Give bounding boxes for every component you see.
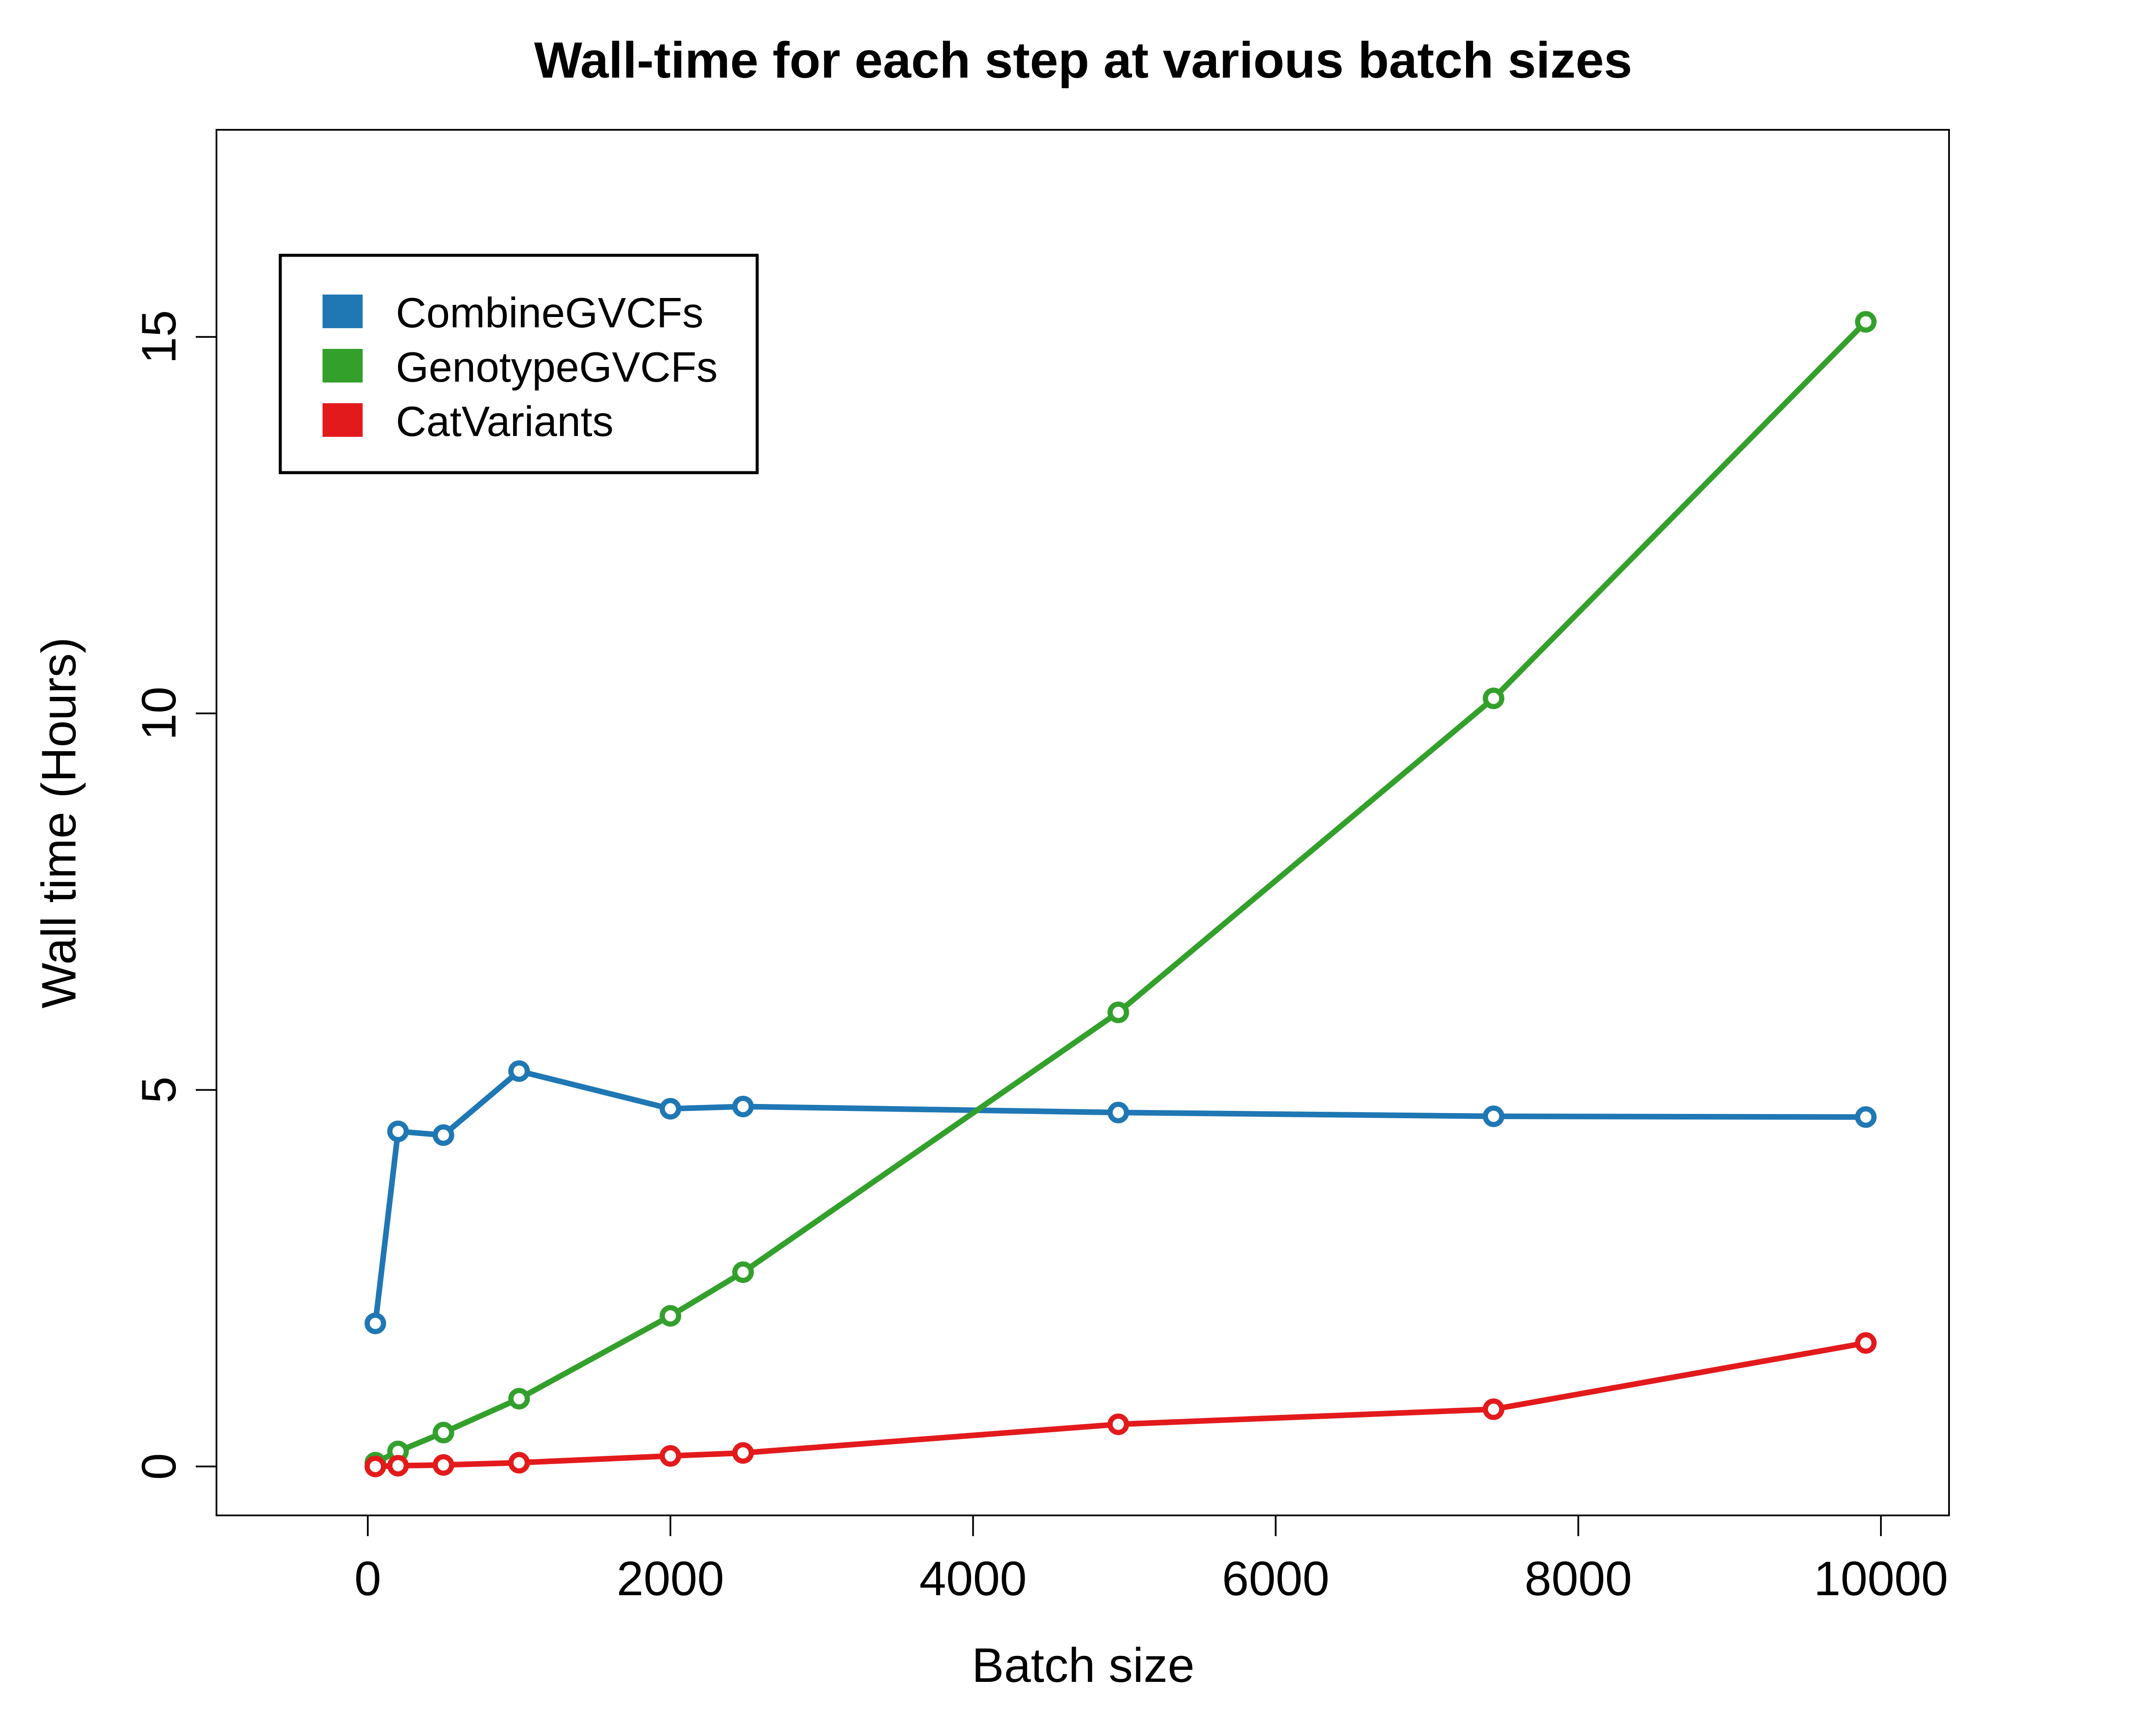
y-axis-label: Wall time (Hours): [32, 637, 86, 1009]
data-point-combinegvcfs: [432, 1124, 454, 1146]
data-point-combinegvcfs: [364, 1312, 386, 1334]
series-combinegvcfs: [364, 1060, 1877, 1334]
series-genotypegvcfs: [364, 311, 1877, 1474]
chart-title: Wall-time for each step at various batch…: [534, 32, 1633, 89]
x-axis-label: Batch size: [972, 1638, 1195, 1692]
y-tick-label: 15: [132, 310, 186, 364]
data-point-catvariants: [1107, 1413, 1129, 1435]
legend-label-genotypegvcfs: GenotypeGVCFs: [396, 343, 718, 391]
data-point-catvariants: [732, 1442, 754, 1464]
legend-swatch-combinegvcfs: [323, 295, 363, 328]
y-tick-label: 5: [132, 1076, 186, 1103]
data-point-genotypegvcfs: [1482, 687, 1504, 709]
data-point-combinegvcfs: [508, 1060, 530, 1082]
data-point-genotypegvcfs: [1855, 311, 1877, 333]
data-point-combinegvcfs: [1107, 1101, 1129, 1123]
data-point-genotypegvcfs: [732, 1261, 754, 1283]
data-point-catvariants: [432, 1454, 454, 1476]
y-tick-label: 0: [132, 1453, 186, 1480]
legend-swatch-catvariants: [323, 403, 363, 437]
data-point-catvariants: [1855, 1332, 1877, 1354]
x-tick-label: 8000: [1525, 1552, 1632, 1606]
legend-label-combinegvcfs: CombineGVCFs: [396, 289, 703, 336]
data-point-catvariants: [659, 1445, 681, 1467]
data-point-genotypegvcfs: [508, 1388, 530, 1410]
data-point-combinegvcfs: [732, 1095, 754, 1117]
data-point-catvariants: [508, 1452, 530, 1474]
data-point-combinegvcfs: [659, 1098, 681, 1120]
x-tick-label: 10000: [1814, 1552, 1948, 1606]
data-point-genotypegvcfs: [659, 1305, 681, 1327]
legend: CombineGVCFs GenotypeGVCFs CatVariants: [279, 254, 759, 474]
data-point-genotypegvcfs: [1107, 1001, 1129, 1023]
series-line-genotypegvcfs: [372, 319, 1869, 1466]
y-axis: 0 5 10 15: [132, 310, 217, 1480]
series-line-catvariants: [372, 1340, 1869, 1469]
data-point-combinegvcfs: [1482, 1105, 1504, 1127]
legend-label-catvariants: CatVariants: [396, 398, 614, 445]
data-point-catvariants: [1482, 1398, 1504, 1420]
legend-swatch-genotypegvcfs: [323, 349, 363, 383]
data-point-genotypegvcfs: [432, 1421, 454, 1443]
series-catvariants: [364, 1332, 1877, 1477]
data-point-catvariants: [364, 1455, 386, 1477]
x-tick-label: 4000: [919, 1552, 1027, 1606]
y-tick-label: 10: [132, 687, 186, 740]
data-point-combinegvcfs: [1855, 1106, 1877, 1128]
data-point-combinegvcfs: [387, 1120, 409, 1142]
x-tick-label: 6000: [1222, 1552, 1329, 1606]
x-axis: 0 2000 4000 6000 8000 10000: [354, 1515, 1948, 1606]
series-layer: [364, 311, 1877, 1477]
x-tick-label: 2000: [617, 1552, 724, 1606]
data-point-catvariants: [387, 1455, 409, 1477]
x-tick-label: 0: [354, 1552, 381, 1606]
